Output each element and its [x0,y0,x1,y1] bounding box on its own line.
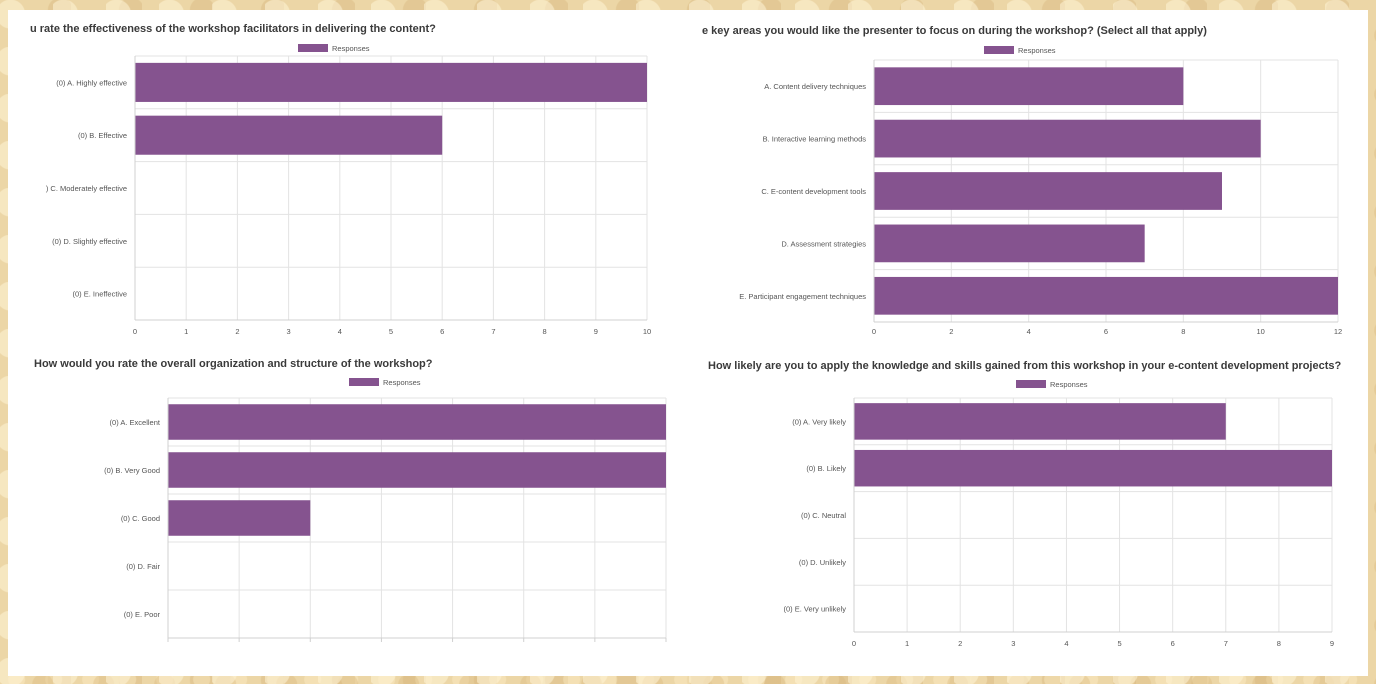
legend-swatch [984,46,1014,54]
x-tick-label: 6 [1171,639,1175,648]
bar [168,452,666,488]
organization-rating-chart: How would you rate the overall organizat… [34,358,667,642]
x-tick-label: 4 [1027,327,1031,336]
bar [874,224,1145,263]
category-label: (0) E. Very unlikely [783,605,846,614]
x-tick-label: 7 [491,327,495,336]
category-label: (0) D. Fair [126,562,160,571]
chart-title: How would you rate the overall organizat… [34,358,433,370]
x-tick-label: 8 [543,327,547,336]
bar [874,172,1222,210]
bar [135,115,443,155]
focus-areas-chart: e key areas you would like the presenter… [702,25,1342,336]
x-tick-label: 2 [958,639,962,648]
x-tick-label: 7 [1224,639,1228,648]
x-tick-label: 9 [1330,639,1334,648]
bar [854,449,1332,487]
x-tick-label: 4 [1064,639,1068,648]
x-tick-label: 12 [1334,327,1342,336]
x-tick-label: 2 [949,327,953,336]
category-label: (0) A. Highly effective [56,78,127,87]
facilitator-effectiveness-chart: u rate the effectiveness of the workshop… [30,23,651,336]
legend-label: Responses [1050,380,1088,389]
category-label: ) C. Moderately effective [46,184,127,193]
x-tick-label: 0 [133,327,137,336]
legend-swatch [298,44,328,52]
x-tick-label: 5 [389,327,393,336]
legend-swatch [1016,380,1046,388]
apply-likelihood-chart: How likely are you to apply the knowledg… [708,360,1342,648]
legend-label: Responses [332,44,370,53]
x-tick-label: 8 [1181,327,1185,336]
category-label: E. Participant engagement techniques [739,292,866,301]
x-tick-label: 8 [1277,639,1281,648]
x-tick-label: 0 [872,327,876,336]
x-tick-label: 3 [1011,639,1015,648]
category-label: (0) E. Poor [124,610,161,619]
category-label: (0) C. Neutral [801,511,846,520]
bar [135,62,647,102]
bar [168,404,666,440]
x-tick-label: 10 [1256,327,1264,336]
category-label: (0) C. Good [121,514,160,523]
bar [854,403,1226,440]
category-label: (0) B. Likely [806,464,846,473]
x-tick-label: 9 [594,327,598,336]
category-label: A. Content delivery techniques [764,82,866,91]
category-label: (0) A. Very likely [792,417,846,426]
category-label: D. Assessment strategies [781,239,866,248]
category-label: (0) E. Ineffective [73,290,127,299]
legend-label: Responses [383,378,421,387]
chart-title: How likely are you to apply the knowledg… [708,360,1342,372]
x-tick-label: 0 [852,639,856,648]
bar [874,67,1184,106]
chart-title: u rate the effectiveness of the workshop… [30,23,436,35]
x-tick-label: 5 [1117,639,1121,648]
x-tick-label: 4 [338,327,342,336]
x-tick-label: 2 [235,327,239,336]
category-label: (0) D. Slightly effective [52,237,127,246]
bar [168,500,311,536]
bar [874,119,1261,158]
x-tick-label: 3 [287,327,291,336]
x-tick-label: 1 [905,639,909,648]
x-tick-label: 10 [643,327,651,336]
legend-swatch [349,378,379,386]
x-tick-label: 6 [440,327,444,336]
category-label: B. Interactive learning methods [763,135,867,144]
bar [874,276,1338,315]
report-sheet: u rate the effectiveness of the workshop… [8,10,1368,676]
category-label: (0) B. Effective [78,131,127,140]
category-label: (0) A. Excellent [110,418,161,427]
x-tick-label: 6 [1104,327,1108,336]
chart-title: e key areas you would like the presenter… [702,25,1207,37]
category-label: (0) D. Unlikely [799,558,846,567]
x-tick-label: 1 [184,327,188,336]
category-label: (0) B. Very Good [104,466,160,475]
category-label: C. E-content development tools [761,187,866,196]
legend-label: Responses [1018,46,1056,55]
